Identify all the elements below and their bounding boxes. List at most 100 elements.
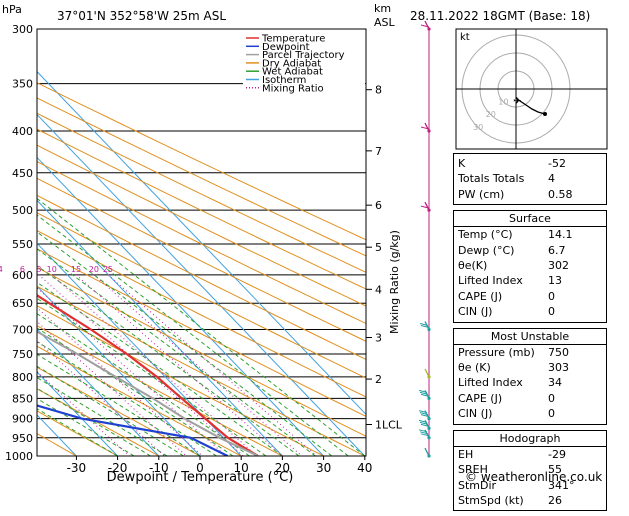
legend-label: Mixing Ratio (262, 83, 324, 94)
wet-adiabat-line (37, 214, 349, 456)
dry-adiabat-line (37, 97, 366, 257)
pressure-tick-label: 600 (12, 269, 33, 282)
mixing-ratio-label: 10 (47, 265, 57, 274)
wind-barb-flag (420, 414, 430, 418)
hodograph-title: Hodograph (454, 431, 606, 447)
asl-label: ASL (374, 16, 396, 29)
pressure-tick-label: 1000 (5, 450, 33, 463)
dry-adiabat-line (37, 388, 160, 456)
dry-adiabat-line (37, 229, 366, 398)
surface-row: Lifted Index 13 (458, 274, 562, 288)
most-unstable-block: Most Unstable Pressure (mb) 750 θe (K) 303… (453, 327, 607, 425)
legend-label: Isotherm (262, 75, 306, 86)
mixing-ratio-label: 20 (89, 265, 99, 274)
hodo-row: EH -29 (458, 447, 566, 461)
mu-row: CAPE (J) 0 (458, 391, 555, 405)
isotherm-line (37, 242, 242, 456)
mu-row: CIN (J) 0 (458, 407, 555, 421)
pressure-tick-label: 950 (12, 432, 33, 445)
pressure-tick-label: 700 (12, 324, 33, 337)
km-label: km (374, 2, 391, 15)
wind-barb-dot (427, 208, 431, 212)
profile-lines (37, 293, 259, 456)
dry-adiabat-line (37, 248, 366, 417)
mixing-ratio-axis-label: Mixing Ratio (g/kg) (388, 230, 401, 334)
mu-row: Lifted Index 34 (458, 376, 562, 390)
location-title: 37°01'N 352°58'W 25m ASL (57, 9, 226, 23)
wind-barb-flag (420, 393, 430, 397)
km-tick-label: 6 (375, 199, 382, 212)
plot-background (37, 29, 366, 456)
wind-barb-dot (427, 27, 431, 31)
mixing-ratio-label: 15 (71, 265, 81, 274)
x-axis-label: Dewpoint / Temperature (°C) (107, 470, 294, 485)
wet-adiabat-line (37, 341, 217, 456)
km-axis: 8 7 6 5 4 3 2 1LCL (366, 84, 403, 431)
dry-adiabat-line (37, 82, 366, 241)
wet-adiabat-line (37, 377, 168, 456)
km-tick-label: 2 (375, 373, 382, 386)
wet-adiabat-line (37, 265, 300, 456)
hpa-label: hPa (2, 3, 22, 16)
isotherm-line (37, 70, 366, 416)
hodograph-ring-label: 30 (473, 123, 483, 132)
wet-adiabat-line (37, 408, 118, 456)
hodo-row: StmSpd (kt) 26 (458, 493, 562, 507)
skewt-chart: hPa 37°01'N 352°58'W 25m ASL km ASL 28.1… (0, 2, 608, 485)
surface-title: Surface (454, 211, 606, 228)
pressure-tick-label: 850 (12, 392, 33, 405)
wind-barb-flag (420, 205, 430, 209)
wind-barb-flag (418, 419, 428, 423)
wet-adiabat-line (37, 231, 333, 456)
wet-adiabat-line (37, 387, 151, 456)
wind-barb-flag (419, 421, 429, 425)
hodograph-ring-label: 20 (486, 110, 496, 119)
wind-barb-flag (419, 412, 429, 416)
dry-adiabat-line (37, 161, 366, 325)
series-dewpoint-line (37, 404, 229, 456)
dry-adiabat-line (37, 212, 366, 379)
copyright: © weatheronline.co.uk (465, 470, 602, 484)
dry-adiabat-line (37, 305, 324, 456)
dry-adiabat-line (37, 194, 366, 361)
mixing-ratio-labels: 12346810152025 (0, 265, 113, 274)
pressure-tick-label: 550 (12, 238, 33, 251)
temperature-tick-label: -20 (108, 461, 128, 475)
mixing-ratio-label: 25 (103, 265, 113, 274)
mixing-ratio-line (37, 320, 187, 456)
wind-barb-flag (418, 429, 428, 433)
mixing-ratio-label: 4 (0, 265, 3, 274)
hodograph-ring-label: 10 (498, 98, 508, 107)
hodograph-block: Hodograph EH -29 SREH 55 StmDir 341° StmSpd… (453, 429, 607, 512)
mixing-ratio-label: 8 (36, 265, 41, 274)
km-tick-label: 1LCL (375, 418, 403, 431)
pressure-tick-label: 750 (12, 348, 33, 361)
legend-label: Parcel Trajectory (262, 50, 345, 61)
wind-barb-flag (418, 389, 428, 393)
wind-barb-flag (420, 24, 430, 28)
wind-barb-flag (418, 410, 428, 414)
mixing-ratio-line (107, 274, 318, 456)
most-unstable-title: Most Unstable (454, 329, 606, 345)
hodo-row: SREH 55 (458, 463, 562, 477)
surface-row: Dewp (°C) 6.7 (458, 243, 566, 257)
isotherm-line (37, 371, 118, 456)
legend-label: Wet Adiabat (262, 67, 323, 78)
mixing-ratio-line (93, 274, 303, 456)
plot-frame (36, 28, 367, 457)
storm-motion-icon: ✈ (513, 96, 521, 107)
dry-adiabat-line (37, 366, 201, 456)
indices-panel: K -52 Totals Totals 4 PW (cm) 0.58 Surface … (453, 153, 607, 516)
mixing-ratio-label: 6 (20, 265, 25, 274)
wind-barb-dot (427, 396, 431, 400)
pressure-tick-label: 400 (12, 125, 33, 138)
km-tick-label: 5 (375, 241, 382, 254)
series-temperature-line (37, 293, 259, 456)
mixing-ratio-line (51, 274, 258, 456)
isotherm-line (37, 199, 283, 456)
km-tick-label: 4 (375, 283, 382, 296)
wind-barb-dot (427, 375, 431, 379)
temperature-tick-label: 0 (196, 461, 204, 475)
